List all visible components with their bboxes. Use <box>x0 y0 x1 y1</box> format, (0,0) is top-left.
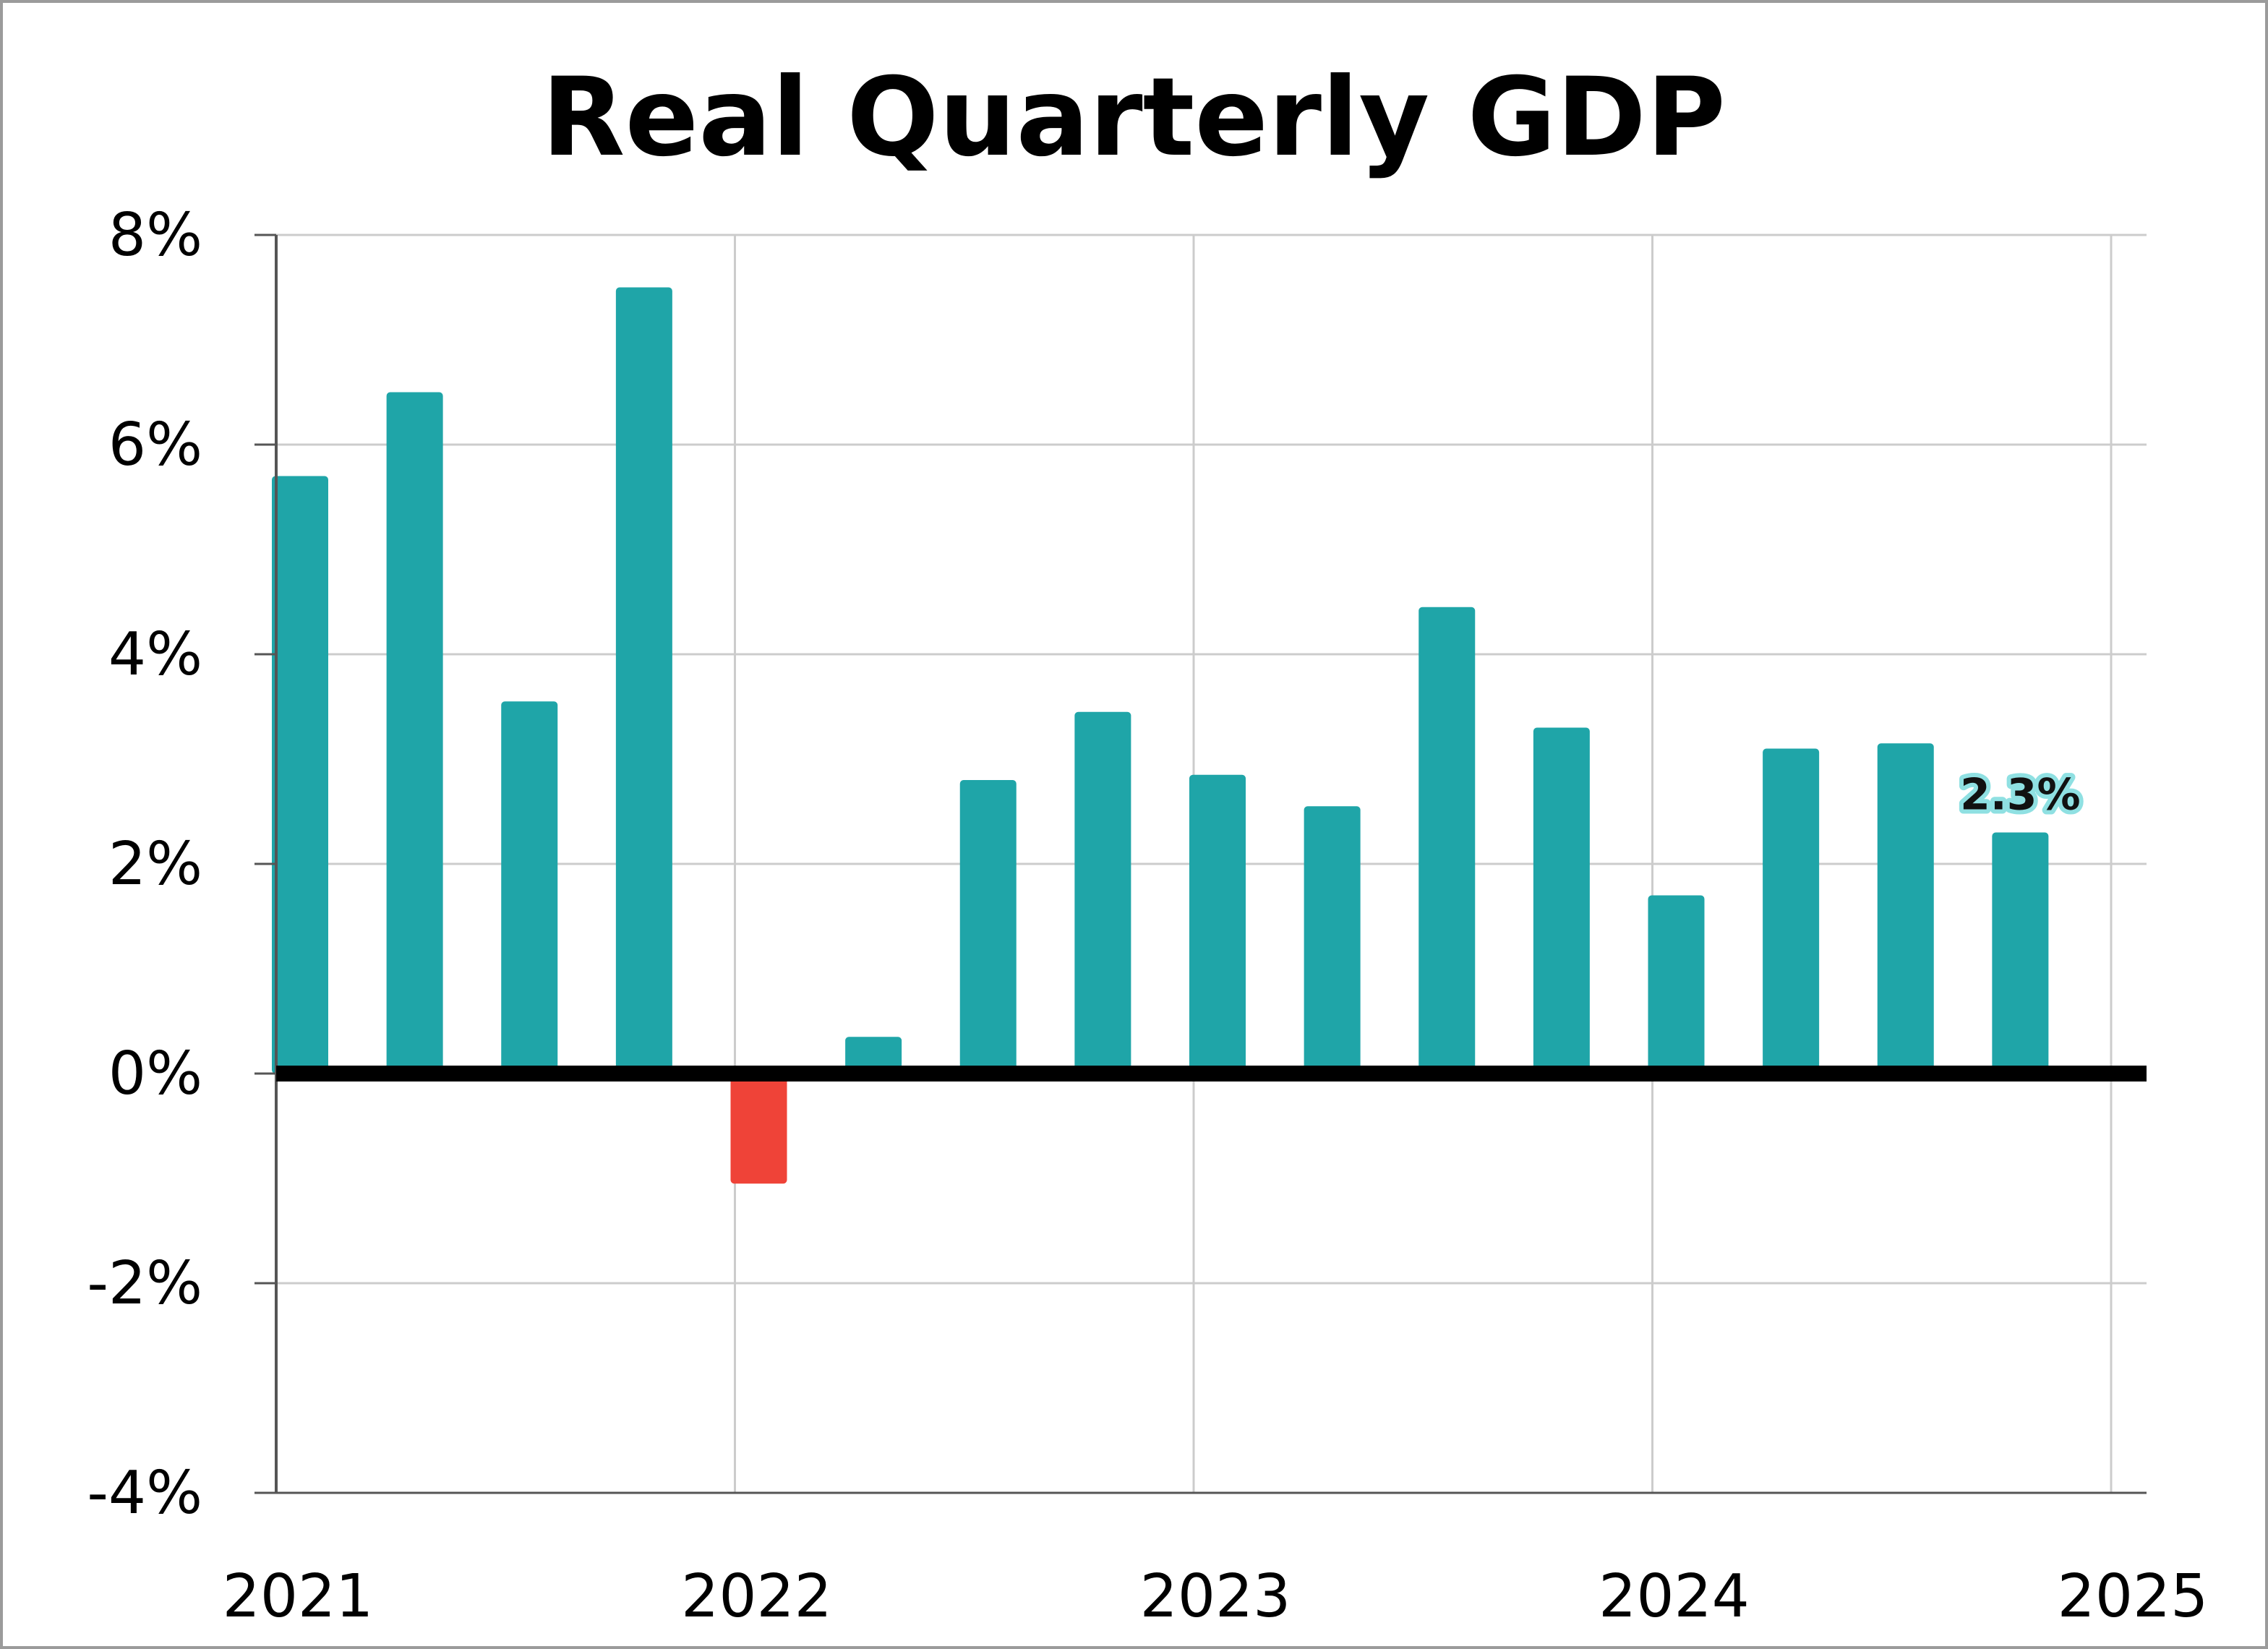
axis-layer <box>254 234 2147 1494</box>
bar <box>1992 832 2049 1074</box>
y-tick-label: 2% <box>108 830 202 899</box>
y-tick-label: 8% <box>108 201 202 270</box>
bar <box>1648 895 1705 1074</box>
bar <box>1074 711 1131 1074</box>
bar <box>1304 806 1361 1074</box>
y-tick-label: -4% <box>87 1459 202 1528</box>
x-tick-label: 2023 <box>1140 1562 1291 1631</box>
y-tick-label: 6% <box>108 411 202 479</box>
bar <box>1533 727 1590 1074</box>
x-tick-label: 2021 <box>223 1562 374 1631</box>
bar <box>959 780 1017 1074</box>
chart-title: Real Quarterly GDP <box>542 55 1726 181</box>
x-tick-label: 2025 <box>2058 1562 2209 1631</box>
y-tick-label: 4% <box>108 620 202 689</box>
y-tick-label: 0% <box>108 1040 202 1108</box>
bar <box>1189 774 1246 1074</box>
bar <box>272 476 328 1074</box>
bar <box>501 701 558 1074</box>
bar <box>615 287 672 1074</box>
data-label: 2.3% <box>1960 770 2080 821</box>
gdp-bar-chart: Real Quarterly GDP 8% 6% 4% 2% 0% -2% -4% 2021 2… <box>87 55 2208 1631</box>
bar <box>1763 748 1820 1074</box>
bar <box>845 1037 902 1074</box>
bar <box>1418 607 1476 1074</box>
label-layer: 8% 6% 4% 2% 0% -2% -4% 2021 2022 2023 2024 2025 2.3% <box>87 201 2208 1631</box>
bar-layer <box>272 287 2049 1184</box>
x-tick-label: 2024 <box>1599 1562 1750 1631</box>
bar <box>1877 743 1934 1074</box>
y-tick-label: -2% <box>87 1249 202 1318</box>
bar <box>730 1074 787 1184</box>
bar <box>386 392 443 1074</box>
x-tick-label: 2022 <box>681 1562 832 1631</box>
